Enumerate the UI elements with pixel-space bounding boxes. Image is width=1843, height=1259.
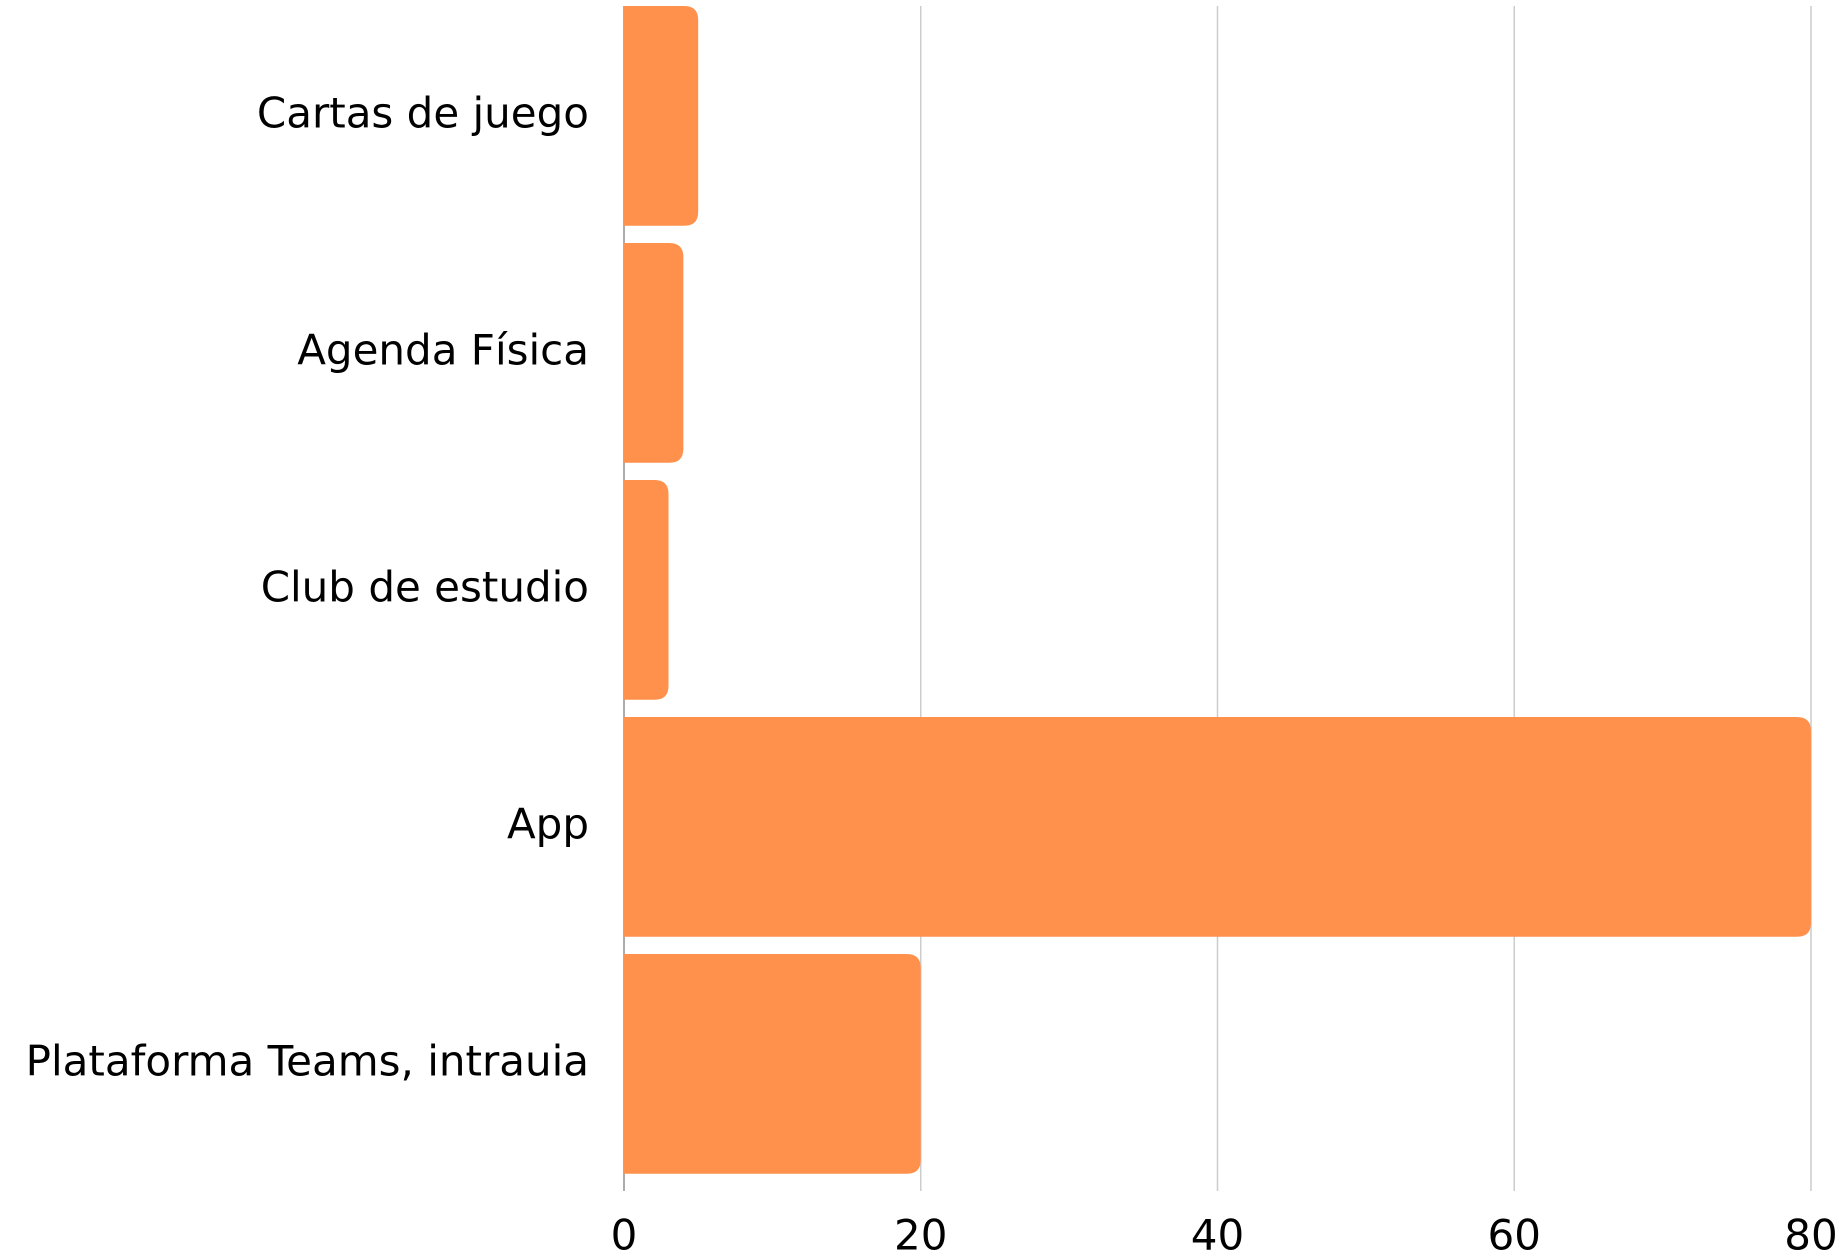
bar xyxy=(624,6,699,226)
x-tick-label: 80 xyxy=(1784,1211,1837,1259)
bar xyxy=(624,954,921,1174)
x-tick-label: 40 xyxy=(1191,1211,1244,1259)
x-tick-label: 20 xyxy=(894,1211,947,1259)
bar xyxy=(624,717,1811,937)
y-tick-label: App xyxy=(507,799,589,848)
y-tick-label: Cartas de juego xyxy=(257,88,589,137)
x-tick-label: 0 xyxy=(611,1211,638,1259)
y-tick-label: Club de estudio xyxy=(261,562,589,611)
y-tick-label: Agenda Física xyxy=(297,325,589,374)
bar xyxy=(624,243,684,463)
bar xyxy=(624,480,669,700)
x-tick-label: 60 xyxy=(1488,1211,1541,1259)
y-tick-label: Plataforma Teams, intrauia xyxy=(26,1036,589,1085)
